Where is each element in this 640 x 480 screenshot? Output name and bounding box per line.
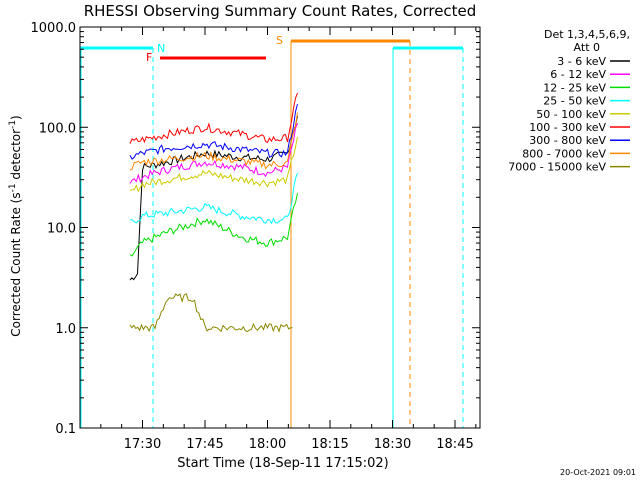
chart-title: RHESSI Observing Summary Count Rates, Co… — [84, 2, 477, 20]
series-line-7 — [129, 112, 298, 171]
legend-label-8: 7000 - 15000 keV — [508, 161, 606, 174]
legend-label-4: 50 - 100 keV — [536, 108, 606, 121]
footer-date: 20-Oct-2021 09:01 — [560, 468, 636, 477]
y-tick-label-3: 1.0 — [55, 322, 76, 337]
legend-label-7: 800 - 7000 keV — [522, 147, 606, 160]
series-layer — [129, 92, 298, 333]
legend-label-5: 100 - 300 keV — [529, 121, 606, 134]
legend-label-0: 3 - 6 keV — [557, 55, 606, 68]
legend-label-6: 300 - 800 keV — [529, 134, 606, 147]
y-axis-label-main: Corrected Count Rate (s — [9, 192, 23, 336]
y-tick-label-1: 100.0 — [39, 121, 76, 136]
series-line-4 — [129, 136, 298, 193]
legend-label-2: 12 - 25 keV — [543, 81, 606, 94]
y-axis-label-sup2: -1 — [8, 120, 18, 129]
y-axis-label-mid: detector — [9, 129, 23, 184]
y-tick-label-4: 0.1 — [55, 422, 76, 437]
annotation-s: S — [276, 34, 283, 47]
legend-label-1: 6 - 12 keV — [550, 68, 606, 81]
x-tick-label-0: 17:30 — [124, 437, 161, 452]
legend-subtitle: Att 0 — [574, 41, 600, 54]
x-tick-label-4: 18:30 — [374, 437, 411, 452]
x-tick-label-3: 18:15 — [311, 437, 348, 452]
y-tick-label-2: 10.0 — [47, 222, 76, 237]
x-tick-label-2: 18:00 — [249, 437, 286, 452]
x-axis-label: Start Time (18-Sep-11 17:15:02) — [177, 456, 388, 471]
y-axis-label: Corrected Count Rate (s-1 detector-1) — [8, 115, 23, 336]
annotation-n: N — [157, 42, 165, 55]
series-line-6 — [129, 103, 298, 160]
annotation-f: F — [146, 51, 152, 64]
x-tick-label-5: 18:45 — [436, 437, 473, 452]
x-axis-ticks: 17:30 17:45 18:00 18:15 18:30 18:45 — [79, 27, 477, 452]
series-line-3 — [129, 172, 298, 225]
series-line-5 — [129, 92, 298, 144]
y-axis-ticks: 1000.0 100.0 10.0 1.0 0.1 — [31, 21, 480, 437]
x-tick-label-1: 17:45 — [186, 437, 223, 452]
series-line-1 — [129, 122, 298, 184]
series-line-8 — [129, 293, 293, 333]
y-axis-label-sup1: -1 — [8, 183, 18, 192]
y-tick-label-0: 1000.0 — [31, 21, 77, 36]
legend-label-3: 25 - 50 keV — [543, 95, 606, 108]
annotation-markers: NF S — [80, 34, 464, 428]
y-axis-label-end: ) — [9, 115, 23, 120]
legend-title: Det 1,3,4,5,6,9, — [544, 28, 630, 41]
series-line-2 — [129, 193, 298, 257]
